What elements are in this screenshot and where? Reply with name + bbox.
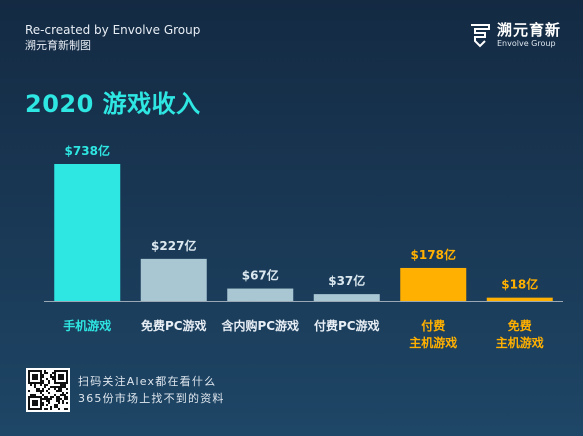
- bar-value-label-1: $738亿: [65, 143, 110, 158]
- bar-3: [227, 288, 294, 301]
- bar-value-label-3: $67亿: [242, 268, 279, 283]
- category-label-3: 含内购PC游戏: [221, 318, 299, 333]
- bar-4: [313, 294, 380, 301]
- logo-name-cn: 溯元育新: [496, 21, 561, 39]
- credit-line-en: Re-created by Envolve Group: [25, 23, 201, 37]
- bar-value-label-4: $37亿: [328, 273, 365, 288]
- bar-5: [400, 267, 467, 301]
- category-label-4: 付费PC游戏: [314, 318, 380, 333]
- credit-line-cn: 溯元育新制图: [25, 39, 91, 52]
- chart-title: 2020 游戏收入: [25, 90, 201, 118]
- category-label-1: 手机游戏: [63, 318, 111, 333]
- category-label-6-line-2: 主机游戏: [496, 335, 544, 350]
- footer-line-1: 扫码关注Alex都在看什么: [78, 375, 217, 388]
- bar-value-label-5: $178亿: [411, 247, 456, 262]
- logo-name-en: Envolve Group: [496, 39, 556, 48]
- footer: 扫码关注Alex都在看什么 365份市场上找不到的资料: [26, 368, 225, 412]
- category-label-6-line-1: 免费: [508, 318, 532, 333]
- bar-value-label-2: $227亿: [151, 238, 196, 253]
- qr-code-icon[interactable]: [26, 368, 70, 412]
- bar-value-label-6: $18亿: [501, 277, 538, 292]
- credit-block: Re-created by Envolve Group 溯元育新制图: [25, 22, 200, 53]
- category-label-2: 免费PC游戏: [141, 318, 207, 333]
- bar-6: [486, 297, 553, 301]
- category-label-5-line-2: 主机游戏: [409, 335, 457, 350]
- bar-1: [54, 164, 121, 301]
- footer-line-2: 365份市场上找不到的资料: [78, 392, 225, 405]
- envolve-logo-icon: [470, 23, 490, 47]
- bar-2: [140, 258, 207, 301]
- category-label-5-line-1: 付费: [421, 318, 445, 333]
- brand-logo: 溯元育新 Envolve Group: [469, 22, 561, 49]
